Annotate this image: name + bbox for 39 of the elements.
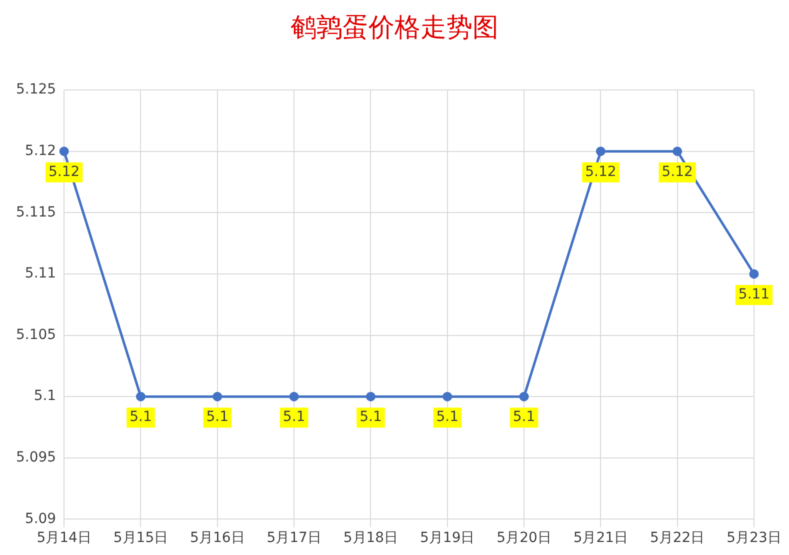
x-tick-label: 5月19日 xyxy=(420,530,475,546)
point xyxy=(136,392,146,402)
y-tick-label: 5.1 xyxy=(34,388,56,404)
y-tick-label: 5.115 xyxy=(16,204,56,220)
y-tick-label: 5.11 xyxy=(24,266,56,282)
data-label: 5.1 xyxy=(360,409,382,426)
point xyxy=(289,392,299,402)
data-label: 5.1 xyxy=(130,409,152,426)
point xyxy=(59,146,69,156)
data-label: 5.1 xyxy=(436,409,458,426)
x-tick-label: 5月23日 xyxy=(726,530,782,546)
data-label: 5.1 xyxy=(512,409,536,426)
data-label: 5.1 xyxy=(206,409,229,426)
point xyxy=(442,392,452,402)
point xyxy=(366,392,376,402)
x-tick-label: 5月22日 xyxy=(650,530,705,546)
data-label: 5.12 xyxy=(662,164,693,180)
x-tick-label: 5月15日 xyxy=(113,530,168,546)
chart-title: 鹌鹑蛋价格走势图 xyxy=(290,12,500,44)
x-tick-label: 5月17日 xyxy=(266,530,322,546)
point xyxy=(212,392,222,402)
y-tick-label: 5.12 xyxy=(24,142,56,159)
point xyxy=(749,269,759,279)
y-tick-label: 5.125 xyxy=(16,82,56,98)
x-tick-label: 5月20日 xyxy=(496,530,552,546)
x-tick-label: 5月16日 xyxy=(190,530,245,546)
x-tick-label: 5月21日 xyxy=(573,530,628,546)
x-tick-label: 5月14日 xyxy=(36,530,92,546)
data-label: 5.12 xyxy=(48,164,80,180)
data-label: 5.11 xyxy=(738,286,770,303)
data-label: 5.12 xyxy=(585,164,616,180)
point xyxy=(596,146,606,156)
x-tick-label: 5月18日 xyxy=(343,530,398,546)
y-tick-label: 5.095 xyxy=(16,450,56,466)
y-tick-label: 5.105 xyxy=(16,326,56,343)
point xyxy=(519,392,529,402)
data-label: 5.1 xyxy=(282,409,306,426)
y-tick-label: 5.09 xyxy=(24,510,56,527)
point xyxy=(672,146,682,156)
